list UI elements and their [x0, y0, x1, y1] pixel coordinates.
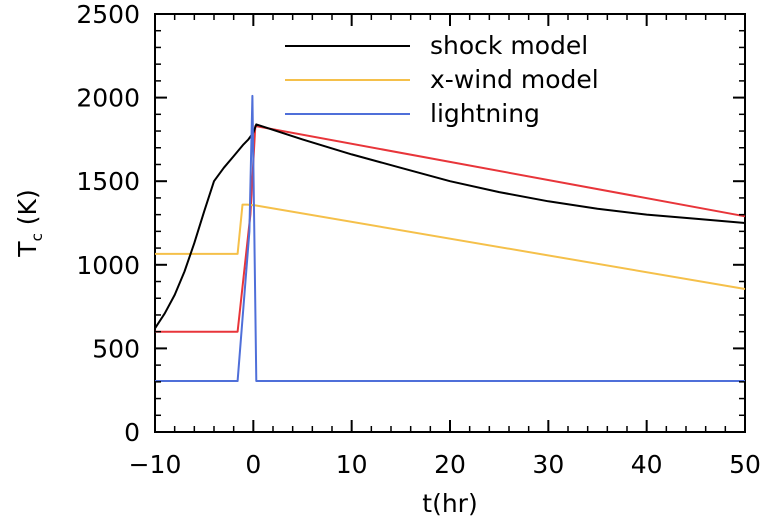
x-tick-labels: −10 0 10 20 30 40 50 — [129, 450, 761, 479]
x-axis-label: t(hr) — [422, 489, 477, 518]
y-tick-label: 2000 — [76, 84, 140, 113]
x-tick-label: −10 — [129, 450, 182, 479]
x-tick-label: 50 — [729, 450, 761, 479]
y-tick-label: 1000 — [76, 251, 140, 280]
series-layer — [154, 94, 746, 382]
y-tick-label: 1500 — [76, 167, 140, 196]
y-tick-label: 500 — [92, 334, 140, 363]
legend-label: lightning — [430, 99, 540, 128]
series-line-1 — [155, 203, 746, 290]
y-tick-labels: 0 500 1000 1500 2000 2500 — [76, 0, 140, 447]
y-axis-label-subscript: c — [28, 233, 46, 241]
x-tick-label: 0 — [245, 450, 261, 479]
ticks-layer — [154, 13, 746, 433]
y-tick-label: 2500 — [76, 0, 140, 29]
x-tick-label: 20 — [434, 450, 466, 479]
y-axis-label-main: T — [13, 241, 42, 258]
y-axis-label: Tc (K) — [13, 189, 46, 257]
x-tick-label: 10 — [336, 450, 368, 479]
y-tick-label: 0 — [124, 418, 140, 447]
series-line-2 — [155, 94, 745, 382]
legend: shock model x-wind model lightning — [285, 31, 599, 128]
y-axis-label-unit: (K) — [13, 189, 42, 233]
legend-label: shock model — [430, 31, 588, 60]
x-tick-label: 40 — [631, 450, 663, 479]
legend-label: x-wind model — [430, 65, 599, 94]
svg-text:Tc (K): Tc (K) — [13, 189, 46, 257]
x-tick-label: 30 — [532, 450, 564, 479]
